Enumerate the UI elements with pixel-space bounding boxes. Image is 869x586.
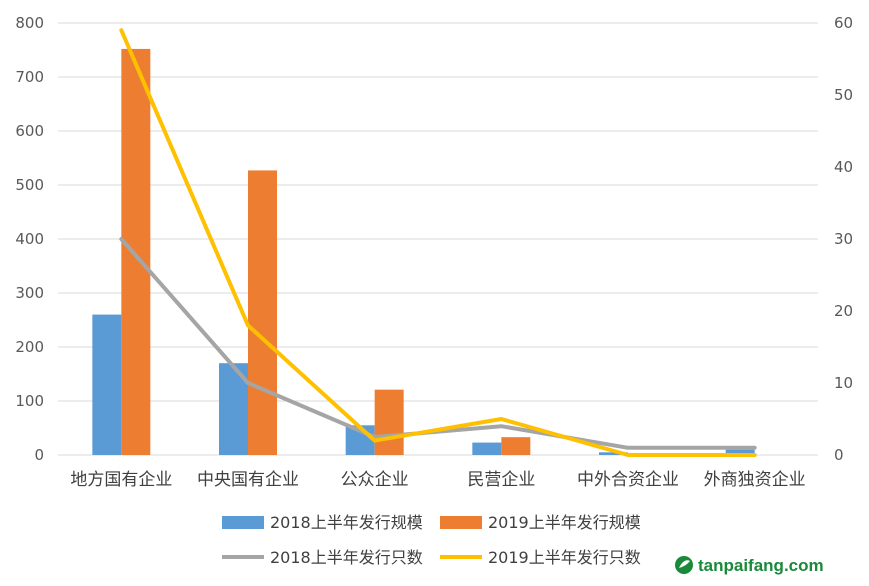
legend-swatch [222,516,264,529]
category-label: 中央国有企业 [197,470,299,490]
y-left-tick-label: 200 [15,338,44,356]
y-right-tick-label: 60 [834,14,853,32]
series-line [119,237,757,450]
bar [92,314,122,455]
legend-label: 2018上半年发行只数 [270,548,423,567]
legend-label: 2019上半年发行规模 [488,513,641,532]
gridlines [58,22,818,402]
legend-swatch [440,516,482,529]
y-left-tick-label: 600 [15,122,44,140]
legend-label: 2018上半年发行规模 [270,513,423,532]
bar [121,48,151,456]
bar [248,170,277,456]
category-label: 公众企业 [341,470,409,490]
y-right-tick-label: 10 [834,374,853,392]
y-right-tick-label: 40 [834,158,853,176]
category-label: 民营企业 [467,470,535,490]
bar [599,452,628,455]
y-left-tick-label: 500 [15,176,44,194]
category-label: 地方国有企业 [70,470,172,490]
watermark: tanpaifang.com [675,556,824,575]
legend-label: 2019上半年发行只数 [488,548,641,567]
bar [725,449,755,455]
y-right-tick-label: 30 [834,230,853,248]
y-right-tick-label: 20 [834,302,853,320]
y-left-tick-label: 700 [15,68,44,86]
y-left-tick-label: 800 [15,14,44,32]
bar [374,389,404,455]
category-label: 中外合资企业 [577,470,679,490]
tick-labels: 0 100 200 300 400 500 600 700 800 0 10 20 30 40 50 60 [15,14,853,464]
y-left-tick-label: 100 [15,392,44,410]
bar [501,437,531,455]
series-lines [119,28,757,457]
legend: 2018上半年发行规模 2019上半年发行规模 2018上半年发行只数 2019上半年… [222,513,641,567]
y-right-tick-label: 0 [834,446,844,464]
y-left-tick-label: 400 [15,230,44,248]
y-left-tick-label: 0 [34,446,44,464]
category-labels: 地方国有企业 中央国有企业 公众企业 民营企业 中外合资企业 外商独资企业 [70,470,805,490]
category-label: 外商独资企业 [704,470,806,490]
y-left-tick-label: 300 [15,284,44,302]
y-right-tick-label: 50 [834,86,853,104]
bar [472,442,502,455]
bars [92,48,755,456]
watermark-text: tanpaifang.com [698,556,824,575]
series-line [119,28,757,457]
